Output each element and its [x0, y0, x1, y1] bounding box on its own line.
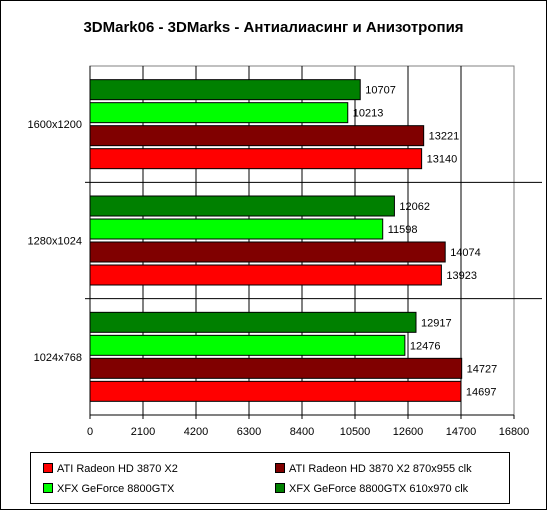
legend-label: ATI Radeon HD 3870 X2	[57, 463, 178, 475]
x-tick-label: 6300	[237, 426, 261, 438]
category-labels: 1600x1200 1280x1024 1024x768	[28, 119, 82, 364]
data-label: 10213	[353, 108, 384, 120]
data-label: 12917	[421, 317, 452, 329]
data-label: 13140	[427, 154, 458, 166]
bar	[89, 195, 395, 217]
bar-chart: 10707 10213 13221 13140 12062 11598 14074 13923…	[28, 65, 542, 438]
legend-item: ATI Radeon HD 3870 X2 870x955 clk	[275, 461, 472, 477]
legend-label: XFX GeForce 8800GTX	[57, 483, 175, 495]
bar	[89, 357, 463, 379]
x-tick-label: 14700	[446, 426, 477, 438]
data-label: 14697	[466, 386, 497, 398]
legend-swatch	[43, 483, 53, 493]
bar	[89, 264, 442, 286]
data-label: 13923	[446, 270, 477, 282]
bars	[89, 79, 463, 402]
category-label: 1600x1200	[28, 119, 82, 131]
data-label: 14074	[450, 247, 481, 259]
bar	[89, 311, 417, 333]
x-tick-label: 0	[87, 426, 93, 438]
legend-label: XFX GeForce 8800GTX 610x970 clk	[289, 483, 469, 495]
bar	[89, 380, 462, 402]
data-label: 13221	[429, 131, 460, 143]
data-label: 12476	[410, 340, 441, 352]
data-label: 11598	[388, 224, 418, 236]
bar	[89, 79, 361, 101]
x-tick-label: 16800	[499, 426, 530, 438]
bar	[89, 218, 384, 240]
x-tick-label: 8400	[290, 426, 314, 438]
legend-item: XFX GeForce 8800GTX	[43, 481, 174, 497]
x-tick-label: 4200	[184, 426, 208, 438]
legend-item: XFX GeForce 8800GTX 610x970 clk	[275, 481, 468, 497]
data-label: 14727	[467, 363, 498, 375]
category-separators	[85, 181, 542, 300]
x-tick-label: 12600	[393, 426, 424, 438]
value-labels: 10707 10213 13221 13140 12062 11598 14074 13923…	[353, 85, 498, 399]
chart-title: 3DMark06 - 3DMarks - Антиалиасинг и Аниз…	[83, 19, 464, 36]
x-tick-label: 10500	[340, 426, 371, 438]
x-axis-ticks: 0 2100 4200 6300 8400 10500 12600 14700 16800	[87, 415, 529, 438]
bar	[89, 148, 423, 170]
legend-swatch	[275, 483, 285, 493]
legend-item: ATI Radeon HD 3870 X2	[43, 461, 178, 477]
legend: ATI Radeon HD 3870 X2 ATI Radeon HD 3870…	[30, 452, 510, 504]
bar	[89, 241, 446, 263]
gridlines	[142, 66, 462, 415]
legend-swatch	[275, 463, 285, 473]
legend-label: ATI Radeon HD 3870 X2 870x955 clk	[289, 463, 472, 475]
x-tick-label: 2100	[131, 426, 155, 438]
data-label: 10707	[365, 85, 396, 97]
legend-swatch	[43, 463, 53, 473]
bar	[89, 125, 425, 147]
category-label: 1280x1024	[28, 236, 82, 248]
category-label: 1024x768	[34, 352, 82, 364]
data-label: 12062	[399, 201, 430, 213]
bar	[89, 334, 406, 356]
bar	[89, 102, 349, 124]
